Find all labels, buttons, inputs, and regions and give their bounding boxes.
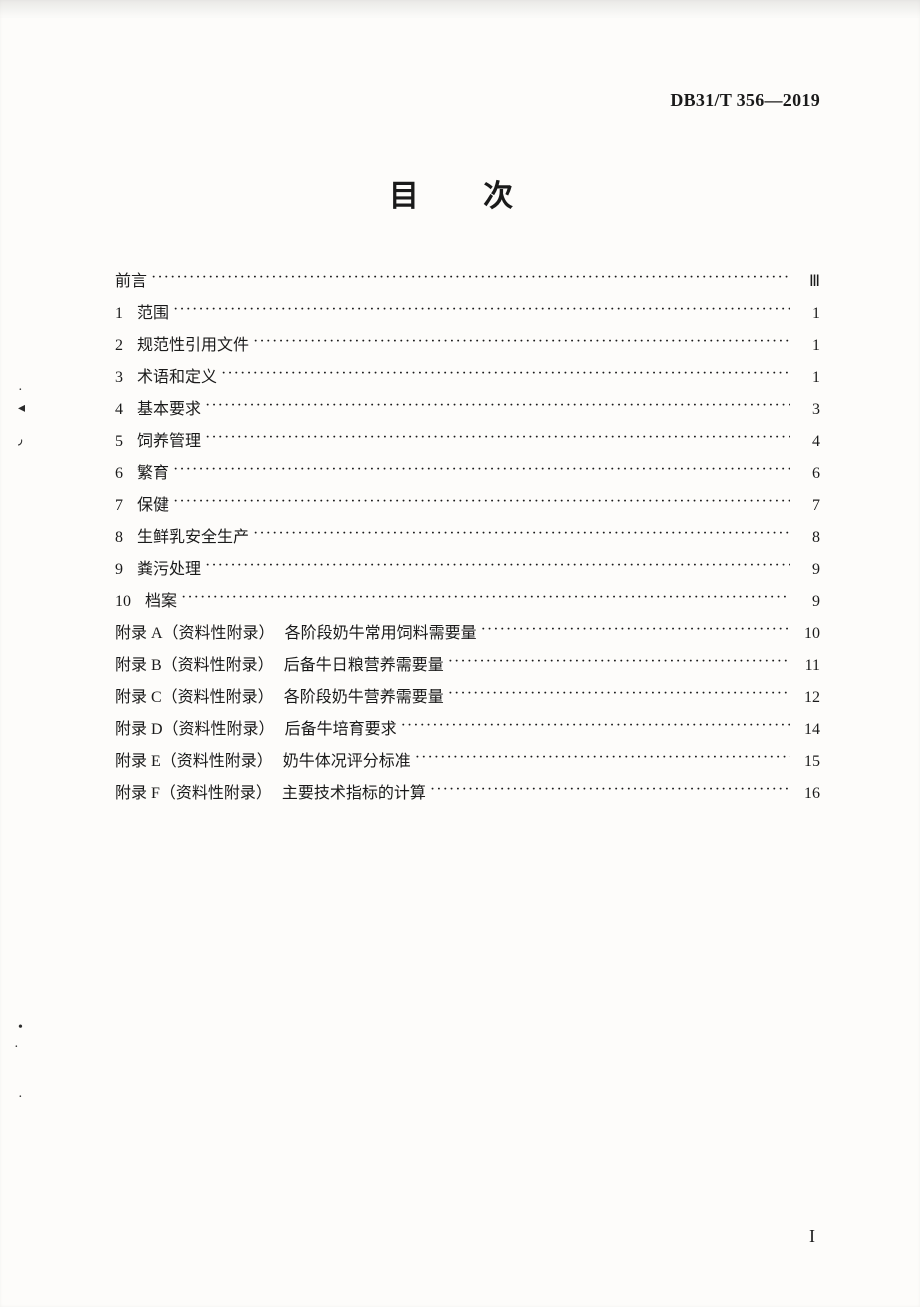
toc-row: 3 术语和定义 1 — [115, 366, 820, 386]
toc-row-appendix: 附录 E（资料性附录） 奶牛体况评分标准 15 — [115, 750, 820, 770]
toc-row-appendix: 附录 C（资料性附录） 各阶段奶牛营养需要量 12 — [115, 686, 820, 706]
toc-page: 14 — [794, 722, 820, 738]
toc-number: 2 — [115, 338, 137, 354]
toc-row-appendix: 附录 A（资料性附录） 各阶段奶牛常用饲料需要量 10 — [115, 622, 820, 642]
toc-leader-dots — [151, 270, 790, 286]
toc-row-appendix: 附录 B（资料性附录） 后备牛日粮营养需要量 11 — [115, 654, 820, 674]
toc-leader-dots — [448, 654, 790, 670]
toc-page: Ⅲ — [794, 274, 820, 290]
toc-label: 保健 — [137, 498, 169, 514]
toc-leader-dots — [205, 430, 790, 446]
toc-row: 4 基本要求 3 — [115, 398, 820, 418]
scan-artifact: • — [18, 1020, 23, 1036]
toc-number: 7 — [115, 498, 137, 514]
toc-leader-dots — [221, 366, 790, 382]
toc-appendix-label: 附录 A（资料性附录） — [115, 626, 275, 642]
toc-number: 3 — [115, 370, 137, 386]
toc-appendix-title: 后备牛培育要求 — [285, 722, 397, 738]
toc-label: 术语和定义 — [137, 370, 217, 386]
toc-page: 1 — [794, 306, 820, 322]
toc-appendix-title: 各阶段奶牛常用饲料需要量 — [285, 626, 477, 642]
toc-page: 9 — [794, 562, 820, 578]
toc-row-appendix: 附录 F（资料性附录） 主要技术指标的计算 16 — [115, 782, 820, 802]
toc-number: 8 — [115, 530, 137, 546]
toc-appendix-title: 主要技术指标的计算 — [282, 786, 426, 802]
toc-label: 繁育 — [137, 466, 169, 482]
table-of-contents: 前言 Ⅲ 1 范围 1 2 规范性引用文件 1 3 术语和定义 1 4 基本要求 — [110, 270, 820, 802]
toc-row: 10 档案 9 — [115, 590, 820, 610]
toc-appendix-title: 后备牛日粮营养需要量 — [284, 658, 444, 674]
toc-leader-dots — [253, 334, 790, 350]
scan-artifact-top — [0, 0, 920, 18]
toc-appendix-label: 附录 B（资料性附录） — [115, 658, 274, 674]
toc-number: 10 — [115, 594, 145, 610]
scan-artifact: · — [14, 1040, 19, 1056]
scan-artifact: ◂ — [18, 400, 25, 417]
toc-appendix-title: 各阶段奶牛营养需要量 — [284, 690, 444, 706]
toc-appendix-label: 附录 E（资料性附录） — [115, 754, 273, 770]
toc-leader-dots — [401, 718, 790, 734]
toc-page: 12 — [794, 690, 820, 706]
page-number: I — [809, 1226, 815, 1247]
toc-label: 档案 — [145, 594, 177, 610]
toc-appendix-label: 附录 F（资料性附录） — [115, 786, 272, 802]
toc-page: 11 — [794, 658, 820, 674]
toc-number: 9 — [115, 562, 137, 578]
toc-appendix-label: 附录 D（资料性附录） — [115, 722, 275, 738]
toc-leader-dots — [448, 686, 790, 702]
toc-page: 4 — [794, 434, 820, 450]
scan-artifact: · — [18, 383, 23, 399]
toc-appendix-label: 附录 C（资料性附录） — [115, 690, 274, 706]
toc-row-appendix: 附录 D（资料性附录） 后备牛培育要求 14 — [115, 718, 820, 738]
toc-page: 9 — [794, 594, 820, 610]
toc-leader-dots — [173, 462, 790, 478]
toc-label: 饲养管理 — [137, 434, 201, 450]
toc-label: 粪污处理 — [137, 562, 201, 578]
toc-leader-dots — [181, 590, 790, 606]
toc-number: 6 — [115, 466, 137, 482]
toc-label: 范围 — [137, 306, 169, 322]
toc-leader-dots — [253, 526, 790, 542]
toc-row-preface: 前言 Ⅲ — [115, 270, 820, 290]
toc-number: 1 — [115, 306, 137, 322]
toc-label: 前言 — [115, 274, 147, 290]
toc-row: 5 饲养管理 4 — [115, 430, 820, 450]
toc-label: 基本要求 — [137, 402, 201, 418]
toc-number: 4 — [115, 402, 137, 418]
toc-leader-dots — [173, 494, 790, 510]
toc-page: 1 — [794, 370, 820, 386]
toc-leader-dots — [415, 750, 790, 766]
scan-artifact: ٫ — [18, 432, 23, 449]
toc-page: 3 — [794, 402, 820, 418]
toc-page: 8 — [794, 530, 820, 546]
toc-row: 9 粪污处理 9 — [115, 558, 820, 578]
toc-label: 规范性引用文件 — [137, 338, 249, 354]
toc-leader-dots — [430, 782, 790, 798]
toc-row: 1 范围 1 — [115, 302, 820, 322]
toc-row: 2 规范性引用文件 1 — [115, 334, 820, 354]
toc-appendix-title: 奶牛体况评分标准 — [283, 754, 411, 770]
toc-page: 15 — [794, 754, 820, 770]
toc-label: 生鲜乳安全生产 — [137, 530, 249, 546]
toc-page: 6 — [794, 466, 820, 482]
page: DB31/T 356—2019 目 次 前言 Ⅲ 1 范围 1 2 规范性引用文… — [0, 0, 920, 1307]
toc-title: 目 次 — [110, 171, 820, 215]
toc-number: 5 — [115, 434, 137, 450]
toc-row: 7 保健 7 — [115, 494, 820, 514]
toc-leader-dots — [481, 622, 790, 638]
toc-page: 16 — [794, 786, 820, 802]
toc-leader-dots — [205, 558, 790, 574]
toc-row: 8 生鲜乳安全生产 8 — [115, 526, 820, 546]
toc-row: 6 繁育 6 — [115, 462, 820, 482]
toc-page: 10 — [794, 626, 820, 642]
document-id: DB31/T 356—2019 — [110, 90, 820, 111]
toc-page: 1 — [794, 338, 820, 354]
toc-page: 7 — [794, 498, 820, 514]
scan-artifact: · — [18, 1090, 23, 1106]
toc-leader-dots — [205, 398, 790, 414]
toc-leader-dots — [173, 302, 790, 318]
